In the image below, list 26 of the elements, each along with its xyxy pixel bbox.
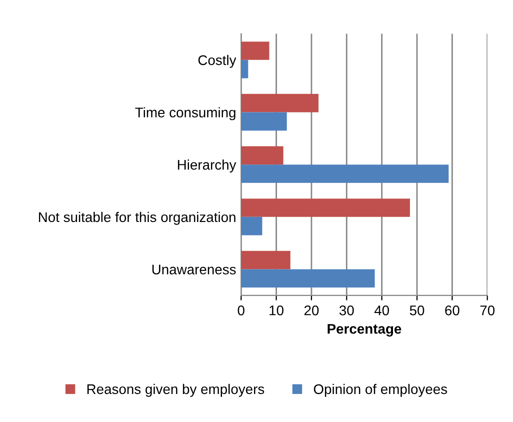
bar <box>241 216 262 236</box>
bar <box>241 164 449 183</box>
x-tick-label: 40 <box>374 305 389 316</box>
x-tick-label: 60 <box>445 305 460 316</box>
legend-label: Opinion of employees <box>314 384 448 397</box>
legend-label: Reasons given by employers <box>87 384 264 397</box>
bar <box>241 60 248 78</box>
y-tick-label: Hierarchy <box>178 160 236 172</box>
x-axis-title: Percentage <box>328 324 402 337</box>
bar <box>241 146 284 165</box>
x-tick-label: 20 <box>304 305 319 316</box>
bar <box>241 94 318 112</box>
y-tick-label: Time consuming <box>135 107 236 120</box>
bar <box>241 112 287 131</box>
x-tick-label: 50 <box>410 305 424 316</box>
x-tick-label: 70 <box>480 305 495 316</box>
bar <box>241 269 375 288</box>
bar <box>241 198 410 217</box>
x-tick-label: 30 <box>339 305 354 316</box>
x-tick-label: 0 <box>238 305 244 316</box>
y-tick-label: Not suitable for this organization <box>38 212 236 225</box>
y-tick-label: Costly <box>198 54 236 68</box>
bar <box>241 42 270 60</box>
y-tick-label: Unawareness <box>152 264 236 274</box>
bar <box>241 250 290 270</box>
x-tick-label: 10 <box>270 305 284 316</box>
